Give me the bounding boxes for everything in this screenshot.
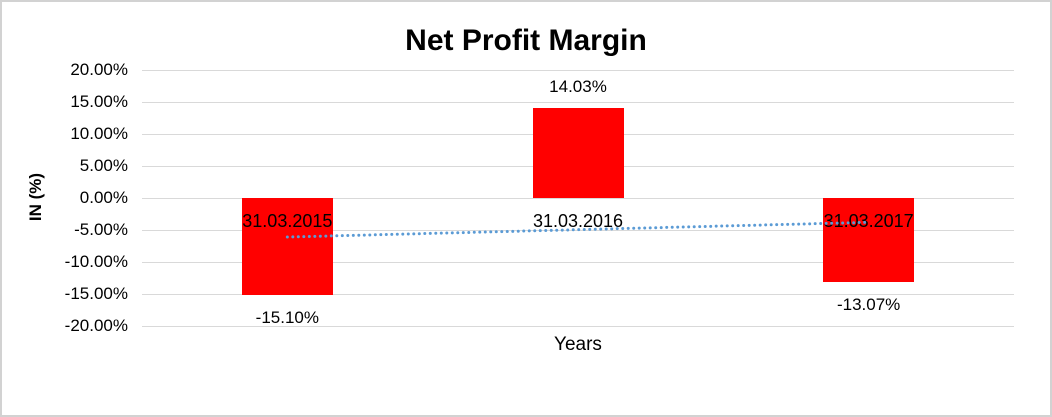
gridline xyxy=(142,69,1014,71)
y-tick-label: 10.00% xyxy=(70,124,128,143)
gridline xyxy=(142,293,1014,295)
category-label: 31.03.2015 xyxy=(242,211,333,231)
y-tick-label: -15.00% xyxy=(64,284,128,303)
category-label: 31.03.2016 xyxy=(532,211,624,231)
x-axis-title: Years xyxy=(554,334,602,355)
y-tick-label: -20.00% xyxy=(64,316,128,335)
y-tick-label: 15.00% xyxy=(70,92,128,111)
bar-31.03.2017 xyxy=(823,198,915,282)
value-label: -13.07% xyxy=(836,294,901,314)
value-label: 14.03% xyxy=(549,77,607,97)
gridline xyxy=(142,261,1014,263)
gridline xyxy=(142,325,1014,327)
value-label: -15.10% xyxy=(255,307,319,327)
y-tick-label: -10.00% xyxy=(64,252,128,271)
bar-31.03.2016 xyxy=(532,108,624,198)
y-tick-label: 20.00% xyxy=(70,60,128,79)
bar-31.03.2015 xyxy=(241,198,333,295)
category-label: 31.03.2017 xyxy=(823,211,914,231)
y-tick-label: 5.00% xyxy=(79,156,128,175)
gridline xyxy=(142,197,1014,199)
gridline xyxy=(142,101,1014,103)
y-tick-label: -5.00% xyxy=(74,220,128,239)
chart-title: Net Profit Margin xyxy=(405,24,647,57)
y-tick-label: 0.00% xyxy=(79,188,128,207)
